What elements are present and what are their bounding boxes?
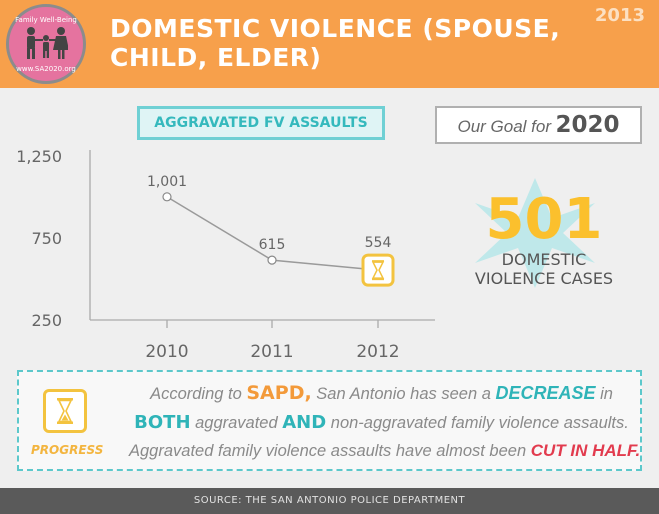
progress-line2: BOTH aggravated AND non-aggravated famil… — [129, 409, 634, 438]
hourglass-bottom — [372, 278, 384, 281]
y-tick-label: 1,250 — [16, 147, 62, 166]
data-label: 1,001 — [147, 174, 187, 190]
star-burst-icon — [475, 178, 595, 288]
x-tick-label: 2012 — [356, 342, 399, 362]
x-tick-label: 2010 — [145, 342, 188, 362]
goal-box: Our Goal for 2020 — [435, 106, 642, 144]
progress-label: PROGRESS — [31, 443, 104, 457]
hourglass-icon — [57, 398, 73, 424]
goal-desc-line2: VIOLENCE CASES — [474, 269, 614, 288]
data-point-hourglass-icon — [361, 253, 395, 287]
goal-description: DOMESTIC VIOLENCE CASES — [455, 250, 633, 288]
progress-line1: According to SAPD, San Antonio has seen … — [129, 380, 634, 409]
chart-title: AGGRAVATED FV ASSAULTS — [137, 106, 385, 140]
goal-label: Our Goal for — [457, 117, 552, 136]
family-icon — [27, 27, 68, 59]
y-tick-label: 250 — [31, 311, 62, 330]
hourglass-top — [372, 260, 384, 263]
line-chart: 1,250 750 250 2010 2011 2012 1,001 615 554 — [16, 147, 435, 362]
page-title-line1: DOMESTIC VIOLENCE (SPOUSE, — [110, 14, 561, 43]
progress-text-part: Aggravated family violence assaults have… — [129, 442, 531, 460]
data-label: 554 — [365, 235, 392, 251]
logo-top-text: Family Well-Being — [15, 16, 77, 24]
progress-text-part: According to — [150, 385, 247, 403]
data-point — [162, 192, 172, 202]
progress-line3: Aggravated family violence assaults have… — [129, 437, 640, 466]
progress-hourglass-icon — [43, 389, 87, 433]
year-label: 2013 — [594, 5, 645, 26]
y-tick-label: 750 — [31, 229, 62, 248]
x-tick-label: 2011 — [250, 342, 293, 362]
progress-text-part: in — [595, 385, 613, 403]
progress-text-part: aggravated — [190, 413, 283, 432]
sapd-highlight: SAPD, — [246, 382, 312, 404]
logo-bottom-text: www.SA2020.org — [16, 65, 76, 73]
goal-year: 2020 — [555, 112, 620, 138]
header-banner: Family Well-Being www.SA2020.org DOMESTI… — [0, 0, 659, 88]
progress-text: According to SAPD, San Antonio has seen … — [129, 380, 640, 466]
data-label: 615 — [259, 237, 286, 253]
decrease-highlight: DECREASE — [495, 383, 596, 403]
and-highlight: AND — [282, 411, 327, 433]
sa2020-logo: Family Well-Being www.SA2020.org — [6, 4, 86, 84]
page-title-line2: CHILD, ELDER) — [110, 43, 322, 72]
progress-text-part: non-aggravated family violence assaults. — [326, 413, 629, 432]
goal-value: 501 — [485, 187, 603, 252]
cut-in-half-highlight: CUT IN HALF. — [530, 441, 641, 460]
source-footer: SOURCE: THE SAN ANTONIO POLICE DEPARTMEN… — [0, 488, 659, 514]
goal-desc-line1: DOMESTIC — [501, 250, 587, 269]
progress-text-part: San Antonio has seen a — [311, 385, 496, 403]
page-title: DOMESTIC VIOLENCE (SPOUSE, CHILD, ELDER) — [110, 14, 570, 72]
data-point — [267, 255, 277, 265]
progress-box: PROGRESS According to SAPD, San Antonio … — [17, 370, 642, 471]
both-highlight: BOTH — [134, 411, 191, 433]
